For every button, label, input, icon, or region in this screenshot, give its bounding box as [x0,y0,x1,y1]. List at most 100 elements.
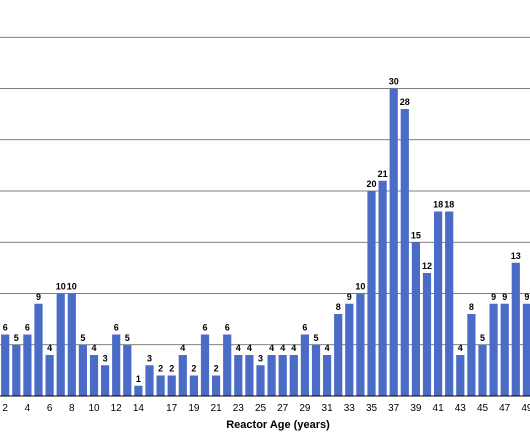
data-label-age-19: 2 [191,364,196,374]
bar-age-26 [267,355,276,396]
x-tick-8: 8 [69,403,75,414]
data-label-age-26: 4 [269,343,274,353]
data-label-age-25: 3 [258,353,263,363]
data-label-age-38: 28 [400,97,410,107]
data-label-age-11: 3 [103,353,108,363]
x-tick-14: 14 [133,403,145,414]
data-label-age-17: 2 [169,364,174,374]
x-tick-35: 35 [366,403,378,414]
bar-age-36 [378,180,387,396]
data-label-age-10: 4 [91,343,96,353]
x-tick-29: 29 [299,403,311,414]
data-label-age-24: 4 [247,343,252,353]
bar-age-27 [278,355,287,396]
bar-age-29 [300,334,309,396]
bar-age-23 [234,355,243,396]
x-tick-23: 23 [233,403,245,414]
data-label-age-20: 6 [202,323,207,333]
x-tick-39: 39 [410,403,422,414]
data-label-age-4: 6 [25,323,30,333]
bar-age-44 [467,314,476,396]
bar-age-17 [167,375,176,396]
data-label-age-15: 3 [147,353,152,363]
bar-age-30 [311,344,321,396]
bar-age-18 [178,355,187,396]
bar-age-19 [189,375,198,396]
bar-age-14 [134,385,143,396]
data-label-age-37: 30 [389,77,399,87]
bar-age-48 [511,262,520,396]
x-tick-12: 12 [111,403,123,414]
data-label-age-29: 6 [302,323,307,333]
bar-age-49 [522,303,530,396]
data-label-age-18: 4 [180,343,185,353]
x-tick-27: 27 [277,403,289,414]
data-label-age-43: 4 [458,343,463,353]
data-label-age-14: 1 [136,374,141,384]
data-label-age-22: 6 [225,323,230,333]
data-label-age-8: 10 [67,282,77,292]
data-label-age-7: 10 [56,282,66,292]
data-label-age-2: 6 [3,323,8,333]
data-label-age-16: 2 [158,364,163,374]
x-tick-41: 41 [433,403,445,414]
data-label-age-23: 4 [236,343,241,353]
bar-age-7 [56,293,65,396]
bar-age-39 [411,242,420,396]
x-tick-33: 33 [344,403,356,414]
bar-age-6 [45,355,54,396]
data-label-age-9: 5 [80,333,85,343]
data-label-age-44: 8 [469,302,474,312]
x-tick-10: 10 [88,403,100,414]
data-label-age-45: 5 [480,333,485,343]
bar-age-12 [112,334,121,396]
data-label-age-31: 4 [325,343,330,353]
x-tick-19: 19 [188,403,200,414]
bar-age-33 [345,303,354,396]
data-label-age-32: 8 [336,302,341,312]
data-label-age-48: 13 [511,251,521,261]
bar-age-46 [489,303,498,396]
data-label-age-40: 12 [422,261,432,271]
bar-age-15 [145,365,154,396]
x-tick-43: 43 [455,403,467,414]
x-tick-45: 45 [477,403,489,414]
bar-age-32 [334,314,343,396]
data-label-age-34: 10 [355,282,365,292]
data-label-age-5: 9 [36,292,41,302]
bar-age-38 [400,109,409,396]
bar-age-10 [89,355,99,396]
x-tick-labels: 2 4 6 8 10 12 14 17 19 21 23 25 27 29 31 33 35 37 39 41 43 45… [2,403,530,414]
bar-age-24 [245,355,254,396]
bar-age-42 [445,211,454,396]
data-label-age-3: 5 [14,333,19,343]
x-tick-6: 6 [47,403,53,414]
x-tick-31: 31 [322,403,334,414]
data-label-age-13: 5 [125,333,130,343]
data-label-age-42: 18 [444,200,454,210]
bar-age-47 [500,303,509,396]
bar-age-45 [478,344,487,396]
bar-age-34 [356,293,365,396]
x-tick-37: 37 [388,403,400,414]
data-label-age-21: 2 [214,364,219,374]
data-label-age-46: 9 [491,292,496,302]
bar-age-8 [67,293,76,396]
x-tick-4: 4 [25,403,31,414]
data-label-age-12: 6 [114,323,119,333]
bar-age-3 [12,344,21,396]
x-axis-title: Reactor Age (years) [226,419,330,431]
bar-age-11 [101,365,110,396]
bars [1,88,530,396]
bar-age-5 [34,303,43,396]
bar-age-31 [323,355,332,396]
x-tick-2: 2 [2,403,8,414]
data-label-age-6: 4 [47,343,52,353]
data-label-age-35: 20 [366,179,376,189]
bar-age-16 [156,375,165,396]
bar-age-40 [422,273,432,396]
bar-age-43 [456,355,465,396]
x-tick-49: 49 [521,403,530,414]
gridlines [0,36,530,346]
